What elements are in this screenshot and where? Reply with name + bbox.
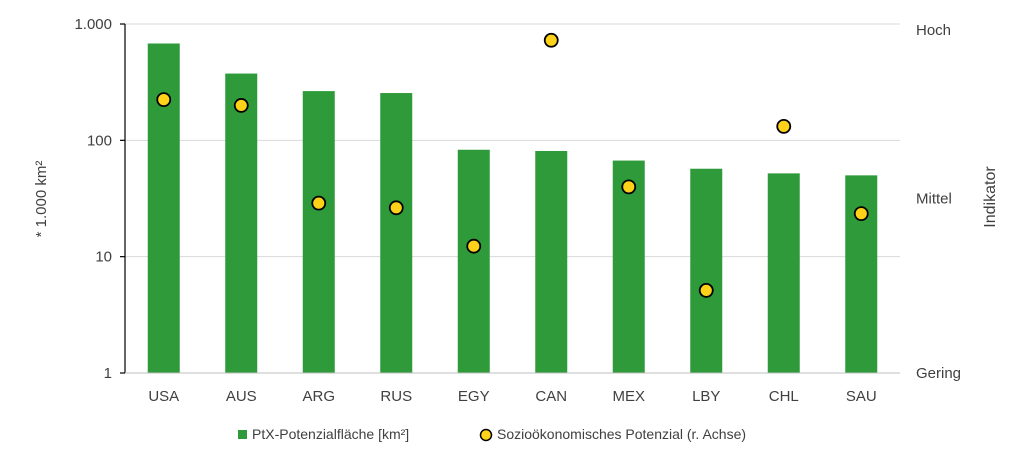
bar-can: [535, 151, 567, 373]
legend-point-label: Sozioökonomisches Potenzial (r. Achse): [497, 426, 746, 442]
x-tick-label: CAN: [535, 388, 567, 405]
x-tick-label: USA: [148, 388, 179, 405]
x-tick-label: ARG: [302, 388, 335, 405]
y-left-tick-label: 1.000: [74, 16, 112, 33]
point-mex: [622, 180, 635, 193]
bar-chl: [768, 173, 800, 373]
bar-sau: [845, 175, 877, 373]
point-chl: [777, 120, 790, 133]
legend-point-swatch: [481, 430, 492, 441]
x-tick-label: MEX: [612, 388, 645, 405]
bar-aus: [225, 74, 257, 373]
y-right-tick-labels: Gering Mittel Hoch: [916, 22, 961, 382]
point-arg: [312, 197, 325, 210]
scatter-series: [157, 34, 868, 297]
x-tick-label: CHL: [769, 388, 799, 405]
point-lby: [700, 284, 713, 297]
chart-svg: 1 10 100 1.000 Gering Mittel Hoch USA AUS ARG RU…: [0, 0, 1024, 467]
legend-bar-swatch: [238, 430, 247, 439]
point-sau: [855, 207, 868, 220]
y-right-tick-label: Mittel: [916, 191, 952, 208]
x-tick-label: LBY: [692, 388, 720, 405]
y-left-tick-label: 100: [87, 132, 112, 149]
x-tick-label: RUS: [380, 388, 412, 405]
y-left-tick-label: 1: [104, 365, 112, 382]
x-tick-label: AUS: [226, 388, 257, 405]
legend-bar-label: PtX-Potenzialfläche [km²]: [252, 426, 409, 442]
bar-rus: [380, 93, 412, 373]
x-tick-labels: USA AUS ARG RUS EGY CAN MEX LBY CHL SAU: [148, 388, 876, 405]
point-can: [545, 34, 558, 47]
bar-lby: [690, 169, 722, 373]
bar-series: [148, 43, 878, 373]
y-left-tick-label: 10: [95, 249, 112, 266]
bar-egy: [458, 150, 490, 373]
bar-arg: [303, 91, 335, 373]
point-rus: [390, 201, 403, 214]
point-aus: [235, 99, 248, 112]
legend: PtX-Potenzialfläche [km²] Sozioökonomisc…: [238, 426, 746, 442]
point-egy: [467, 240, 480, 253]
point-usa: [157, 93, 170, 106]
y-right-tick-label: Gering: [916, 365, 961, 382]
x-tick-label: EGY: [458, 388, 490, 405]
y-left-tick-labels: 1 10 100 1.000: [74, 16, 125, 382]
x-tick-label: SAU: [846, 388, 877, 405]
y-left-axis-title: * 1.000 km²: [33, 161, 50, 238]
y-right-axis-title: Indikator: [982, 166, 999, 228]
y-right-tick-label: Hoch: [916, 22, 951, 39]
